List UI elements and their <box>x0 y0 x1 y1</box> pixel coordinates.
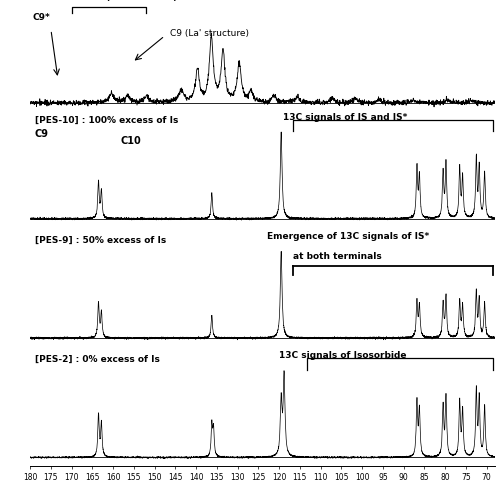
Text: C10: C10 <box>120 136 142 146</box>
Text: Emergence of 13C signals of IS*: Emergence of 13C signals of IS* <box>267 232 430 241</box>
Text: at both terminals: at both terminals <box>292 251 382 260</box>
Text: [PES-9] : 50% excess of Is: [PES-9] : 50% excess of Is <box>34 236 166 245</box>
Text: C9 (La' structure): C9 (La' structure) <box>170 29 248 38</box>
Text: 13C signals of Isosorbide: 13C signals of Isosorbide <box>279 352 406 361</box>
Text: C9 (Lb structure): C9 (Lb structure) <box>90 0 178 2</box>
Text: [PES-2] : 0% excess of Is: [PES-2] : 0% excess of Is <box>34 355 160 364</box>
Text: C9: C9 <box>34 129 48 139</box>
Text: 13C signals of IS and IS*: 13C signals of IS and IS* <box>284 113 408 122</box>
Text: C9*: C9* <box>32 13 50 22</box>
Text: [PES-10] : 100% excess of Is: [PES-10] : 100% excess of Is <box>34 116 178 125</box>
